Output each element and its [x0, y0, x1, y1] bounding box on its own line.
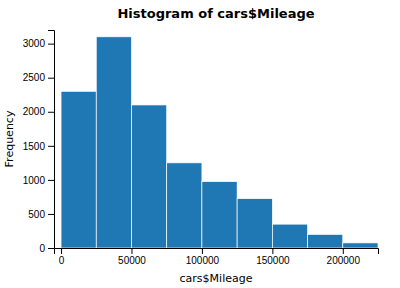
plot: 0 50000 100000 150000 200000 0 500 1000 1500 2000…	[23, 31, 379, 267]
y-axis-title: Frequency	[3, 110, 16, 167]
y-axis-line	[48, 31, 55, 249]
x-tick: 0	[59, 248, 65, 266]
y-tick: 2500	[23, 72, 54, 83]
bar	[96, 37, 131, 248]
x-tick-label: 150000	[256, 255, 290, 266]
y-tick: 500	[28, 209, 54, 220]
x-axis-line	[55, 249, 379, 255]
x-tick-label: 200000	[327, 255, 361, 266]
y-tick-label: 1000	[23, 175, 46, 186]
x-tick-mark	[131, 248, 132, 254]
y-tick-label: 3000	[23, 38, 46, 49]
bar	[272, 224, 307, 248]
y-tick: 3000	[23, 38, 54, 49]
x-tick-label: 0	[59, 255, 65, 266]
y-tick-mark	[48, 112, 54, 113]
x-axis-title: cars$Mileage	[180, 272, 253, 285]
x-tick: 50000	[118, 248, 146, 266]
x-tick: 100000	[186, 248, 220, 266]
y-tick: 1500	[23, 141, 54, 152]
bar	[308, 234, 343, 248]
x-tick-mark	[343, 248, 344, 254]
bar	[167, 163, 202, 248]
y-tick-label: 500	[28, 209, 45, 220]
x-tick: 150000	[256, 248, 290, 266]
bar	[202, 182, 237, 248]
bar	[343, 243, 378, 248]
bars	[61, 37, 378, 248]
y-tick-label: 2000	[23, 106, 46, 117]
bar	[61, 91, 96, 248]
x-tick-mark	[272, 248, 273, 254]
y-tick-mark	[48, 78, 54, 79]
y-tick-mark	[48, 146, 54, 147]
x-tick-mark	[61, 248, 62, 254]
y-tick-label: 1500	[23, 141, 46, 152]
x-axis: 0 50000 100000 150000 200000	[55, 248, 379, 266]
y-tick-mark	[48, 44, 54, 45]
y-axis: 0 500 1000 1500 2000 2500 3000	[23, 31, 55, 254]
y-tick-mark	[48, 248, 54, 249]
x-tick-mark	[202, 248, 203, 254]
x-tick-label: 100000	[186, 255, 220, 266]
y-tick-label: 2500	[23, 72, 46, 83]
y-tick: 2000	[23, 106, 54, 117]
bar	[131, 105, 166, 248]
y-tick-mark	[48, 214, 54, 215]
x-tick: 200000	[327, 248, 361, 266]
bar	[237, 199, 272, 248]
chart: 0 50000 100000 150000 200000 0 500 1000 1500 2000…	[0, 0, 400, 288]
x-tick-label: 50000	[118, 255, 146, 266]
y-tick-label: 0	[39, 243, 45, 254]
y-tick: 1000	[23, 175, 54, 186]
title: Histogram of cars$Mileage	[117, 6, 314, 21]
y-tick: 0	[39, 243, 54, 254]
y-tick-mark	[48, 180, 54, 181]
